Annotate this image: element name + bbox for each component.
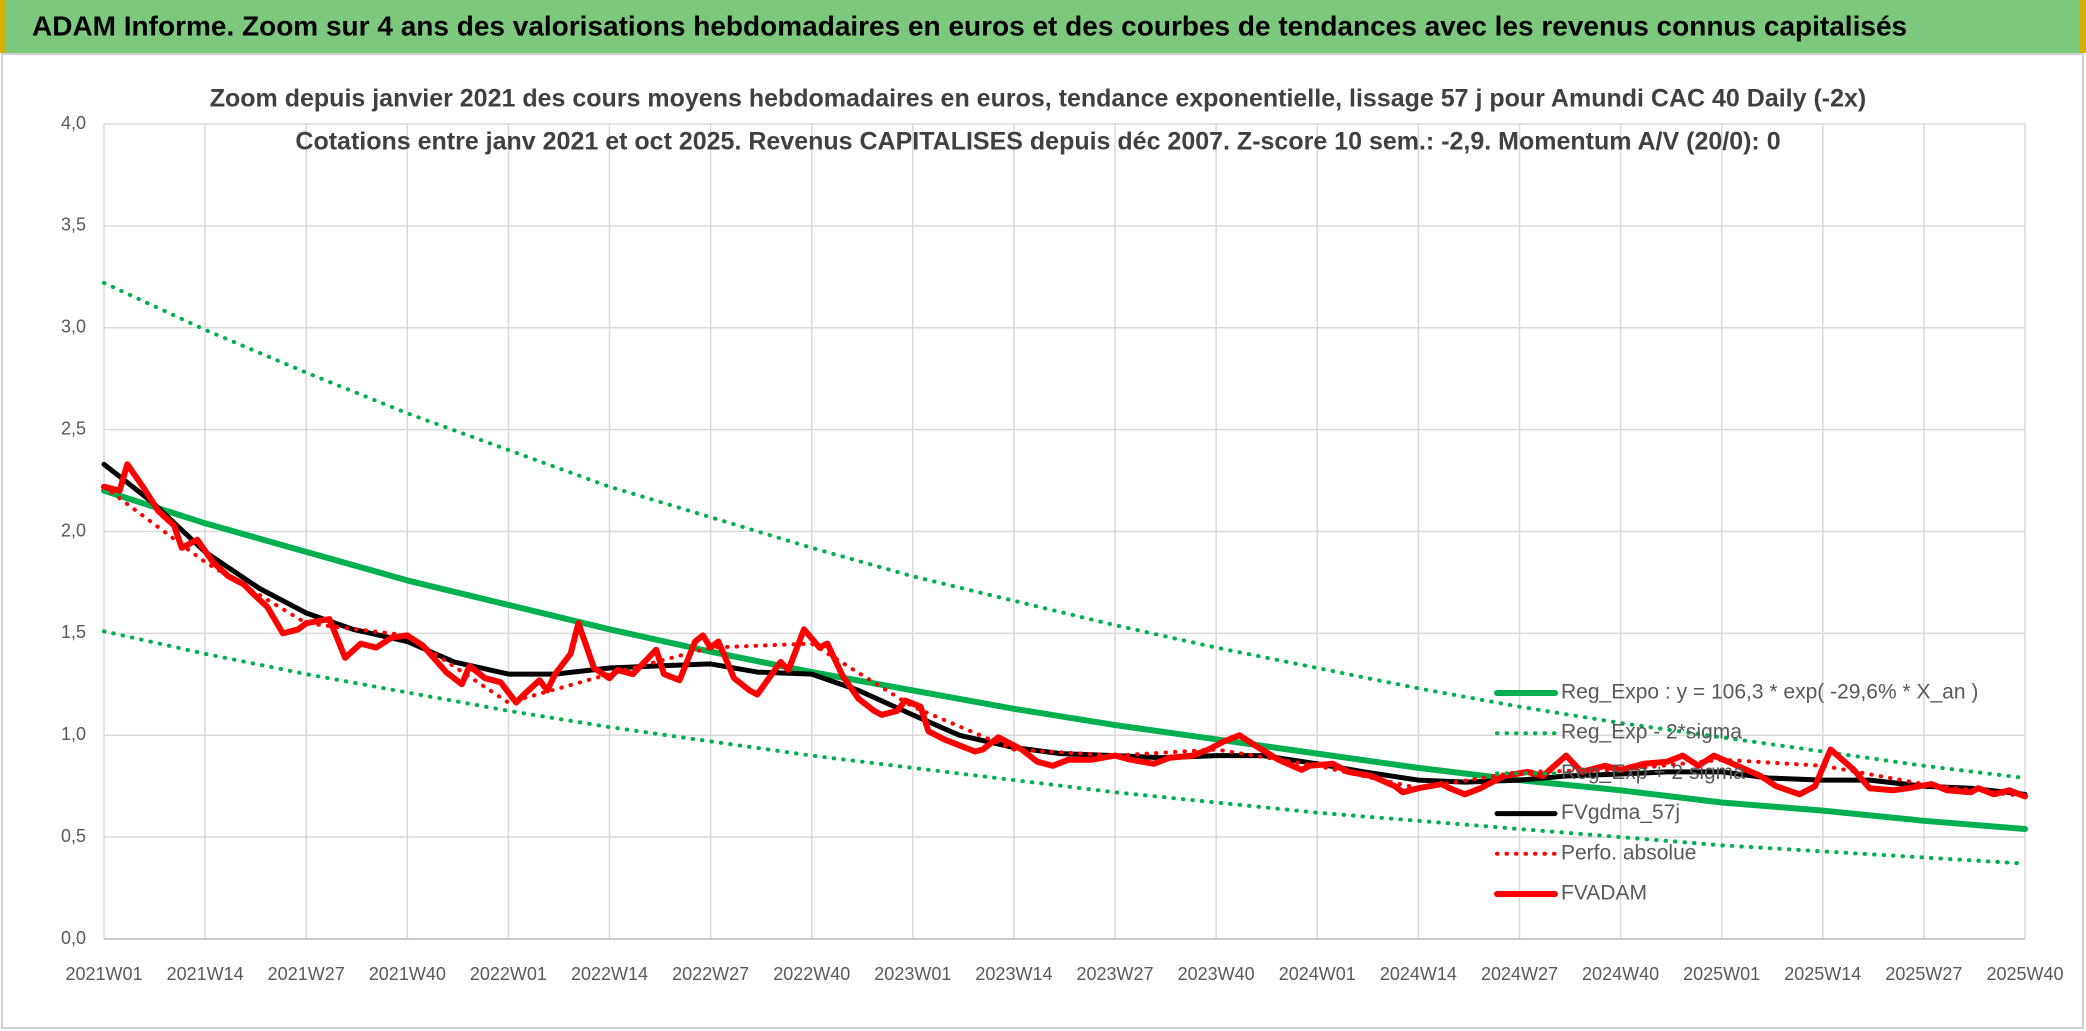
y-tick-label: 2,5: [61, 418, 86, 438]
x-tick-label: 2022W14: [571, 964, 648, 984]
legend-label: Reg_Expo : y = 106,3 * exp( -29,6% * X_a…: [1561, 681, 1978, 704]
legend-label: Reg_Exp - 2*sigma: [1561, 721, 1742, 744]
x-tick-label: 2024W27: [1481, 964, 1558, 984]
y-tick-label: 1,5: [61, 622, 86, 642]
x-tick-label: 2023W27: [1077, 964, 1154, 984]
x-tick-label: 2022W27: [672, 964, 749, 984]
y-tick-label: 3,0: [61, 317, 86, 337]
x-tick-label: 2021W01: [65, 964, 142, 984]
x-tick-label: 2024W40: [1582, 964, 1659, 984]
x-tick-label: 2022W40: [773, 964, 850, 984]
x-tick-label: 2024W14: [1380, 964, 1457, 984]
y-tick-label: 0,0: [61, 928, 86, 948]
x-tick-label: 2021W40: [369, 964, 446, 984]
x-tick-label: 2025W01: [1683, 964, 1760, 984]
grid: [103, 123, 2026, 940]
series-line: [102, 484, 2027, 799]
x-tick-label: 2025W27: [1885, 964, 1962, 984]
chart-frame: [1, 53, 2084, 1029]
series-line: [102, 629, 2027, 866]
series-line: [102, 280, 2027, 780]
legend-label: FVgdma_57j: [1561, 801, 1680, 824]
legend-label: FVADAM: [1561, 882, 1647, 905]
legend-label: Reg_Exp + 2 sigma: [1561, 761, 1745, 784]
header-bar: [0, 0, 2086, 53]
x-tick-label: 2021W27: [268, 964, 345, 984]
y-tick-label: 0,5: [61, 826, 86, 846]
y-tick-label: 1,0: [61, 724, 86, 744]
legend-label: Perfo. absolue: [1561, 841, 1696, 864]
header-accent: [0, 0, 6, 53]
x-tick-label: 2021W14: [167, 964, 244, 984]
y-tick-label: 3,5: [61, 215, 86, 235]
series-line: [101, 461, 2028, 797]
x-tick-label: 2025W40: [1986, 964, 2063, 984]
header-accent: [2080, 0, 2086, 53]
x-tick-label: 2023W01: [874, 964, 951, 984]
x-tick-label: 2023W14: [975, 964, 1052, 984]
chart-subtitle: Cotations entre janv 2021 et oct 2025. R…: [295, 128, 1780, 156]
x-tick-label: 2022W01: [470, 964, 547, 984]
chart-title: Zoom depuis janvier 2021 des cours moyen…: [210, 85, 1867, 113]
x-tick-label: 2023W40: [1178, 964, 1255, 984]
x-tick-label: 2025W14: [1784, 964, 1861, 984]
series-line: [101, 487, 2028, 832]
series-line: [101, 461, 2028, 800]
page-title: ADAM Informe. Zoom sur 4 ans des valoris…: [32, 10, 1907, 41]
y-tick-label: 2,0: [61, 520, 86, 540]
y-tick-label: 4,0: [61, 113, 86, 133]
x-tick-label: 2024W01: [1279, 964, 1356, 984]
